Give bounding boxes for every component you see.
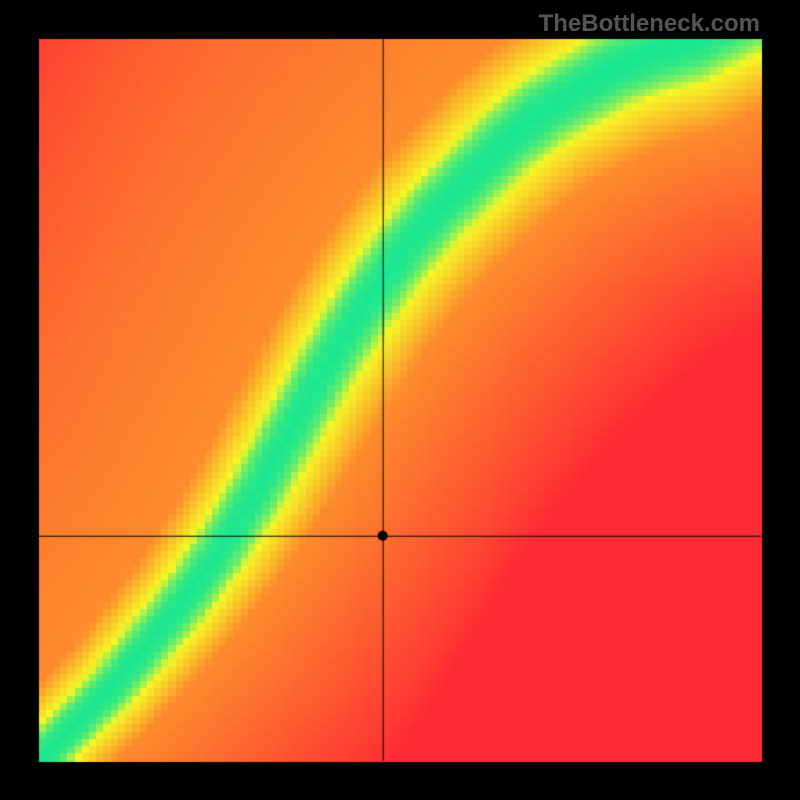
bottleneck-heatmap	[0, 0, 800, 800]
watermark-text: TheBottleneck.com	[539, 10, 760, 38]
